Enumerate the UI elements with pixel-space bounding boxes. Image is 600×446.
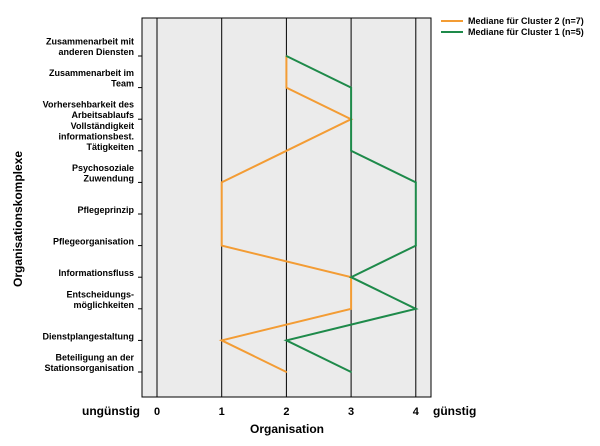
data-point (220, 244, 223, 247)
category-label: Pflegeorganisation (53, 237, 134, 247)
data-point (285, 371, 288, 373)
series-lines (218, 55, 419, 373)
category-labels: Zusammenarbeit mit anderen Diensten Zusamm… (42, 37, 134, 374)
data-point (285, 339, 288, 342)
x-tick-label: 4 (413, 406, 420, 418)
category-label: Zusammenarbeit mit anderen Diensten (46, 37, 134, 58)
x-tick-label: 2 (283, 406, 289, 418)
data-point (285, 150, 288, 152)
data-point (415, 308, 417, 310)
data-point (350, 308, 352, 310)
legend-label: Mediane für Cluster 2 (n=7) (468, 16, 584, 26)
data-point (415, 213, 417, 215)
category-label: Vollständigkeit informationsbest. Tätigkei… (58, 121, 134, 152)
x-tick-labels: 0 1 2 3 4 (154, 406, 420, 418)
x-tick-label: 1 (219, 406, 225, 418)
legend: Mediane für Cluster 2 (n=7)Mediane für C… (441, 16, 584, 37)
category-label: Psychosoziale Zuwendung (72, 163, 134, 184)
category-label: Informationsfluss (58, 268, 134, 278)
right-end-label: günstig (433, 404, 476, 418)
data-point (415, 181, 417, 184)
data-point (350, 276, 352, 279)
y-axis-label: Organisationskomplexe (11, 151, 25, 287)
category-label: Vorhersehbarkeit des Arbeitsablaufs (43, 100, 134, 121)
x-axis-label: Organisation (250, 422, 324, 436)
data-point (285, 55, 288, 57)
data-point (350, 118, 352, 120)
left-end-label: ungünstig (82, 404, 140, 418)
data-point (415, 244, 417, 247)
data-point (350, 150, 352, 152)
x-tick-label: 3 (348, 406, 354, 418)
y-category-ticks (138, 55, 142, 373)
category-label: Pflegeprinzip (77, 205, 134, 215)
category-label: Zusammenarbeit im Team (49, 68, 134, 89)
data-point (350, 86, 352, 89)
x-tick-label: 0 (154, 406, 160, 418)
data-point (285, 86, 288, 89)
data-point (220, 181, 223, 184)
data-point (350, 371, 352, 373)
category-label: Dienstplangestaltung (42, 331, 134, 341)
legend-label: Mediane für Cluster 1 (n=5) (468, 27, 584, 37)
category-label: Entscheidungs-möglichkeiten (66, 289, 134, 310)
data-point (220, 339, 223, 342)
category-label: Beteiligung an der Stationsorganisation (44, 353, 134, 374)
data-point (220, 213, 223, 215)
